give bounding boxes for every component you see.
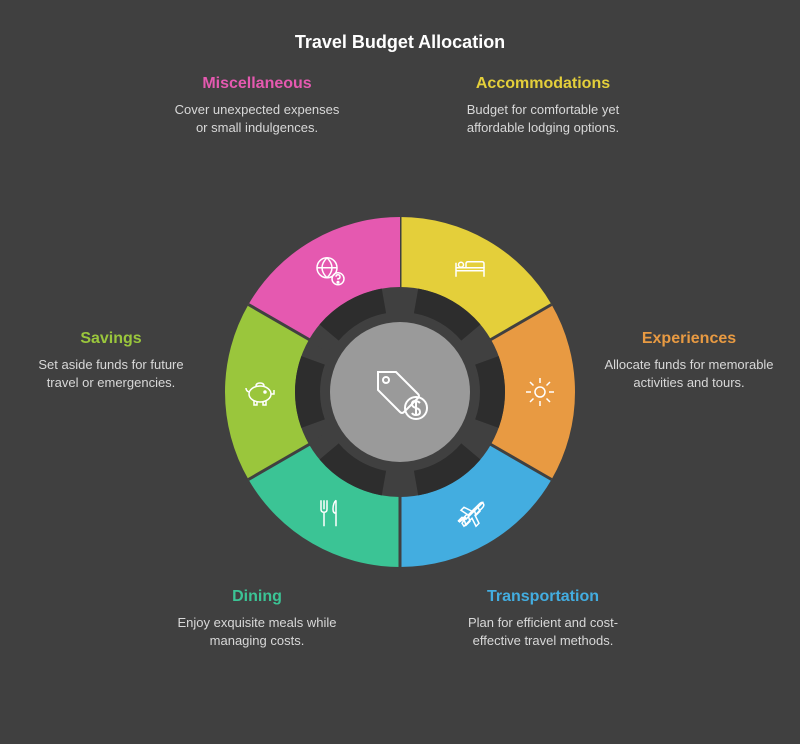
label-description: Enjoy exquisite meals while managing cos…	[172, 614, 342, 650]
label-title: Dining	[172, 588, 342, 606]
label-miscellaneous: Miscellaneous Cover unexpected expenses o…	[172, 75, 342, 137]
label-description: Set aside funds for future travel or eme…	[26, 356, 196, 392]
label-description: Allocate funds for memorable activities …	[604, 356, 774, 392]
label-experiences: Experiences Allocate funds for memorable …	[604, 330, 774, 392]
label-accommodations: Accommodations Budget for comfortable yet…	[458, 75, 628, 137]
center-circle	[330, 322, 470, 462]
label-savings: Savings Set aside funds for future travel…	[26, 330, 196, 392]
page-title: Travel Budget Allocation	[0, 32, 800, 53]
label-description: Plan for efficient and cost-effective tr…	[458, 614, 628, 650]
notch	[295, 356, 325, 428]
label-title: Accommodations	[458, 75, 628, 93]
label-title: Experiences	[604, 330, 774, 348]
budget-wheel	[220, 212, 580, 572]
label-description: Cover unexpected expenses or small indul…	[172, 101, 342, 137]
label-dining: Dining Enjoy exquisite meals while managi…	[172, 588, 342, 650]
label-title: Savings	[26, 330, 196, 348]
label-transportation: Transportation Plan for efficient and cos…	[458, 588, 628, 650]
notch	[475, 356, 505, 428]
label-description: Budget for comfortable yet affordable lo…	[458, 101, 628, 137]
label-title: Transportation	[458, 588, 628, 606]
label-title: Miscellaneous	[172, 75, 342, 93]
